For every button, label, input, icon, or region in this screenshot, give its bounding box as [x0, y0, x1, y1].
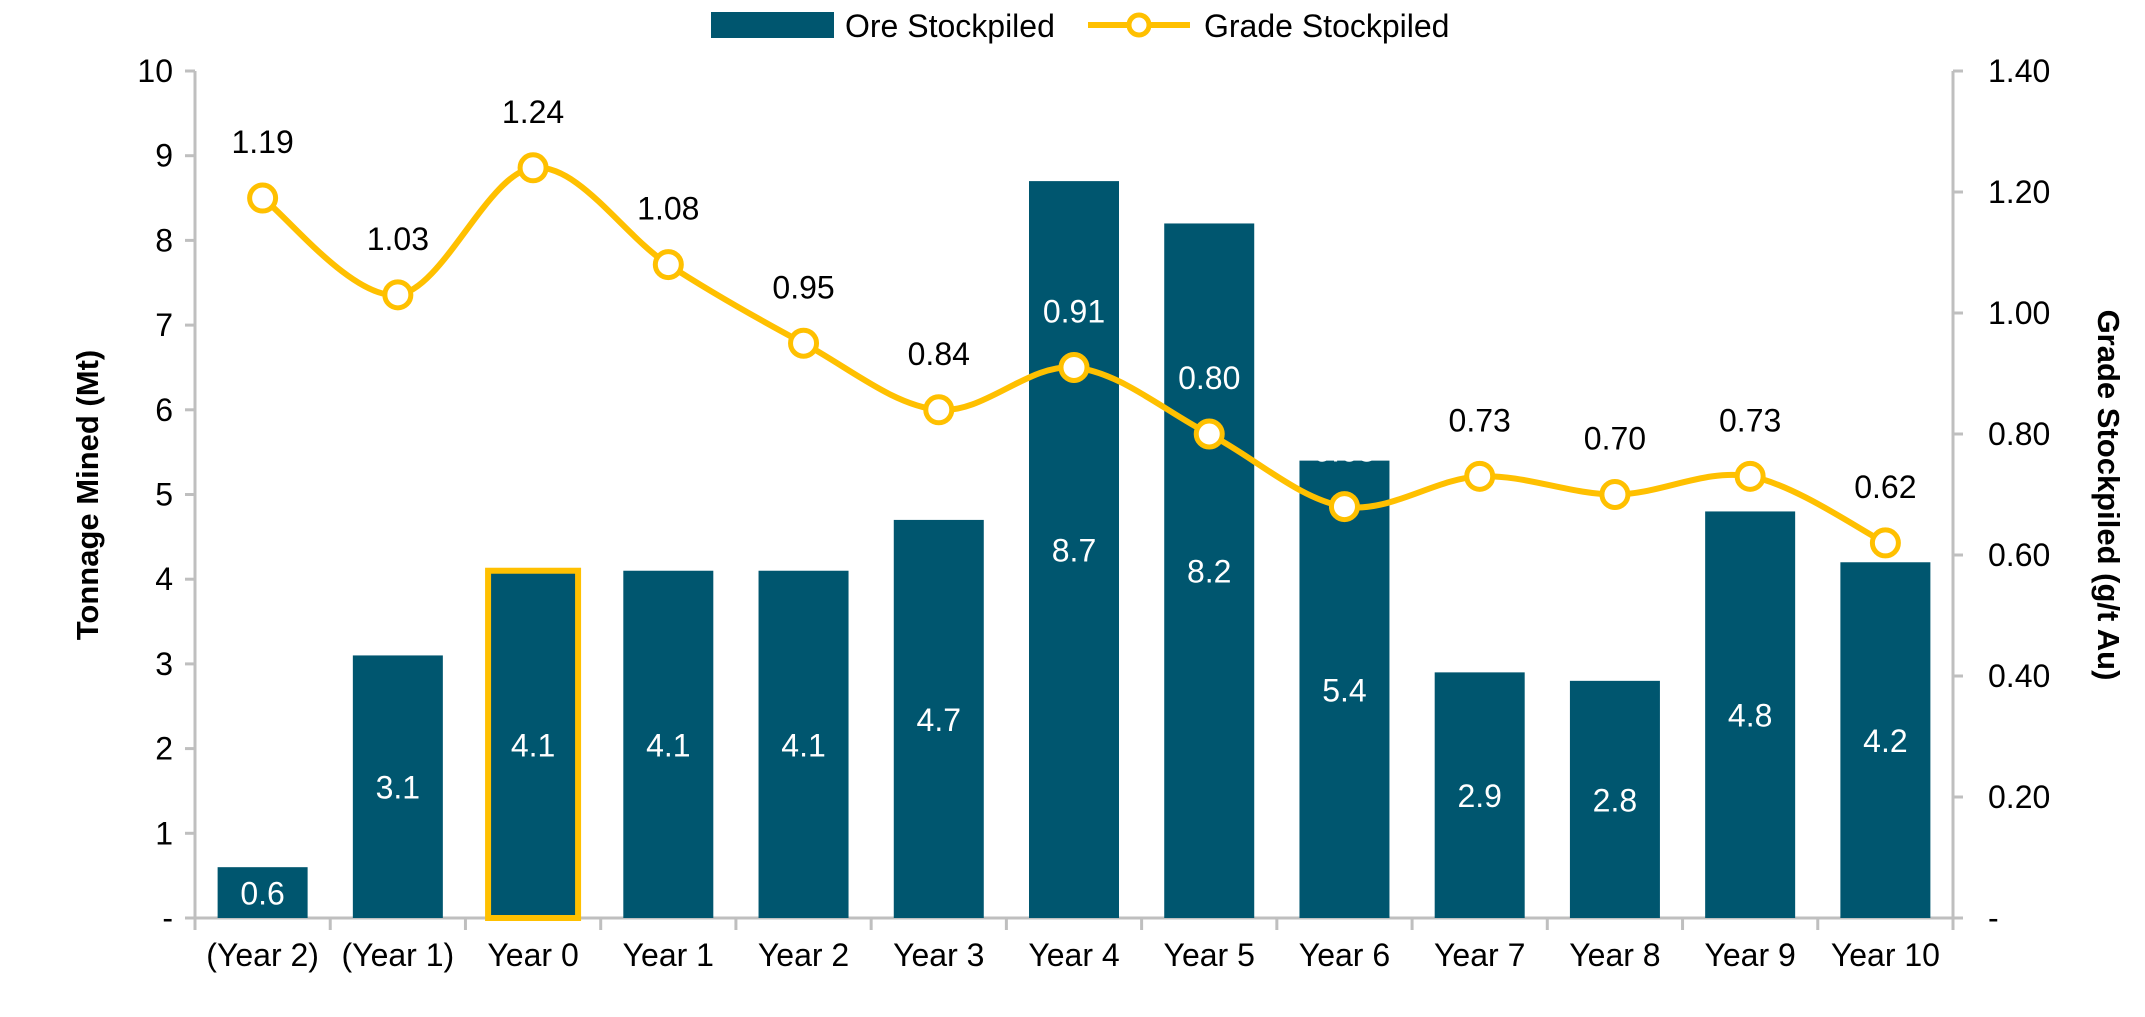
line-data-label: 0.73	[1719, 402, 1781, 438]
line-data-label: 1.03	[367, 221, 429, 257]
y-tick-label-left: 7	[155, 307, 173, 343]
x-tick-label: Year 4	[1028, 937, 1119, 973]
bar-data-label: 3.1	[376, 770, 420, 806]
legend-label-ore: Ore Stockpiled	[845, 8, 1055, 44]
bar-data-label: 5.4	[1322, 672, 1366, 708]
line-marker-grade	[1193, 418, 1225, 450]
y-tick-label-right: -	[1988, 900, 1999, 936]
bar-data-label: 4.1	[511, 727, 555, 763]
y-axis-title-left: Tonnage Mined (Mt)	[70, 350, 105, 640]
y-tick-label-right: 0.40	[1988, 658, 2050, 694]
bar-ore-stockpiled	[623, 570, 714, 918]
line-marker-grade	[923, 394, 955, 426]
y-axis-title-right: Grade Stockpiled (g/t Au)	[2091, 310, 2126, 681]
x-tick-label: Year 1	[623, 937, 714, 973]
y-tick-label-right: 1.00	[1988, 295, 2050, 331]
bar-ore-stockpiled	[1029, 181, 1119, 919]
bar-ore-stockpiled	[1299, 460, 1390, 918]
y-tick-label-left: 9	[155, 138, 173, 174]
x-tick-label: Year 0	[487, 937, 578, 973]
line-data-label: 0.80	[1178, 360, 1240, 396]
bar-data-label: 8.7	[1052, 533, 1096, 569]
line-marker-grade	[1058, 351, 1090, 383]
line-data-label: 1.08	[637, 191, 699, 227]
line-marker-grade	[382, 279, 414, 311]
x-tick-label: Year 8	[1569, 937, 1660, 973]
line-data-label: 0.95	[772, 269, 834, 305]
line-marker-grade	[652, 249, 684, 281]
y-tick-label-left: 2	[155, 731, 173, 767]
bar-data-label: 0.6	[240, 876, 284, 912]
bar-data-label: 8.2	[1187, 554, 1231, 590]
line-data-label: 0.70	[1584, 421, 1646, 457]
bar-data-label: 4.7	[917, 702, 961, 738]
line-marker-grade	[1328, 491, 1360, 523]
y-tick-label-left: 1	[155, 815, 173, 851]
y-tick-label-left: 3	[155, 646, 173, 682]
y-tick-label-left: 6	[155, 392, 173, 428]
bar-ore-stockpiled	[758, 570, 849, 918]
line-data-label: 0.91	[1043, 293, 1105, 329]
bar-ore-stockpiled	[1840, 562, 1931, 918]
y-tick-label-left: 8	[155, 222, 173, 258]
line-data-label: 1.24	[502, 94, 564, 130]
bar-ore-stockpiled	[352, 655, 443, 918]
line-data-label: 0.73	[1449, 402, 1511, 438]
y-tick-label-left: 10	[137, 53, 173, 89]
line-data-label: 0.84	[908, 336, 970, 372]
x-tick-label: (Year 2)	[206, 937, 319, 973]
bar-ore-stockpiled	[1569, 680, 1660, 918]
line-marker-grade	[1734, 460, 1766, 492]
y-tick-label-right: 0.20	[1988, 779, 2050, 815]
y-tick-label-right: 1.40	[1988, 53, 2050, 89]
x-tick-label: Year 10	[1831, 937, 1940, 973]
legend-label-grade: Grade Stockpiled	[1204, 8, 1449, 44]
bar-ore-stockpiled	[485, 567, 582, 921]
bar-data-label: 4.1	[781, 727, 825, 763]
bar-ore-stockpiled	[217, 867, 308, 918]
x-tick-label: Year 7	[1434, 937, 1525, 973]
bar-data-label: 4.1	[646, 727, 690, 763]
legend-swatch-ore	[711, 12, 834, 38]
y-tick-label-right: 0.80	[1988, 416, 2050, 452]
bar-data-label: 2.9	[1457, 778, 1501, 814]
bar-ore-stockpiled	[1705, 511, 1796, 918]
bar-ore-stockpiled	[893, 519, 984, 918]
bar-data-label: 4.8	[1728, 698, 1772, 734]
y-tick-label-left: 4	[155, 561, 173, 597]
y-tick-label-right: 1.20	[1988, 174, 2050, 210]
bar-data-label: 4.2	[1863, 723, 1907, 759]
bar-data-label: 2.8	[1593, 782, 1637, 818]
line-marker-grade	[247, 182, 279, 214]
y-tick-label-right: 0.60	[1988, 537, 2050, 573]
line-marker-grade	[517, 152, 549, 184]
legend: Ore Stockpiled Grade Stockpiled	[711, 8, 1449, 44]
x-tick-label: Year 9	[1704, 937, 1795, 973]
x-tick-label: Year 3	[893, 937, 984, 973]
x-tick-label: Year 6	[1299, 937, 1390, 973]
y-tick-label-left: 5	[155, 477, 173, 513]
x-tick-label: Year 5	[1164, 937, 1255, 973]
x-tick-label: (Year 1)	[342, 937, 455, 973]
x-tick-label: Year 2	[758, 937, 849, 973]
bar-ore-stockpiled	[1164, 223, 1255, 918]
line-data-label: 1.19	[231, 124, 293, 160]
line-marker-grade	[1464, 460, 1496, 492]
y-tick-label-left: -	[162, 900, 173, 936]
line-marker-grade	[1869, 527, 1901, 559]
bar-ore-stockpiled	[1434, 672, 1525, 918]
legend-swatch-grade-marker	[1126, 12, 1152, 38]
line-marker-grade	[788, 327, 820, 359]
line-marker-grade	[1599, 479, 1631, 510]
line-data-label: 0.68	[1313, 433, 1375, 469]
line-data-label: 0.62	[1854, 469, 1916, 505]
